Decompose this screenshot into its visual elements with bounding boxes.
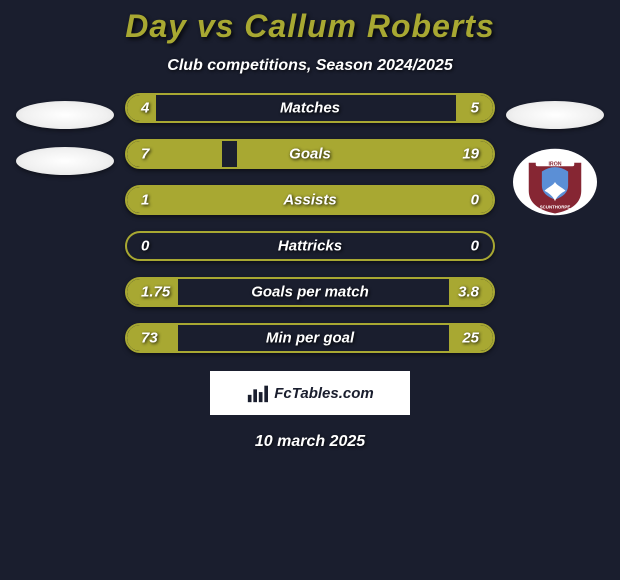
svg-text:SCUNTHORPE: SCUNTHORPE <box>540 204 571 209</box>
stat-bars: Matches 4 5 Goals 7 19 Assists 1 0 Hattricks 0 0 Goa… <box>125 93 495 353</box>
player-photo-placeholder <box>16 101 114 129</box>
stat-label: Goals per match <box>251 284 369 301</box>
player-photo-placeholder <box>506 101 604 129</box>
stat-label: Min per goal <box>266 330 354 347</box>
season-subtitle: Club competitions, Season 2024/2025 <box>167 57 452 75</box>
club-logo-scunthorpe: IRON SCUNTHORPE <box>508 147 602 217</box>
stat-label: Matches <box>280 100 340 117</box>
stat-value-left: 1 <box>141 192 149 209</box>
stat-bar: Hattricks 0 0 <box>125 231 495 261</box>
stat-label: Goals <box>289 146 331 163</box>
left-player-col <box>5 93 125 175</box>
shield-icon: IRON SCUNTHORPE <box>508 147 602 217</box>
stat-value-left: 0 <box>141 238 149 255</box>
stat-bar: Matches 4 5 <box>125 93 495 123</box>
stat-value-left: 73 <box>141 330 158 347</box>
main-row: Matches 4 5 Goals 7 19 Assists 1 0 Hattricks 0 0 Goa… <box>0 93 620 353</box>
svg-text:IRON: IRON <box>548 161 561 167</box>
stat-label: Hattricks <box>278 238 342 255</box>
page-title: Day vs Callum Roberts <box>125 8 495 45</box>
stat-fill-right <box>237 141 493 167</box>
stat-value-right: 5 <box>471 100 479 117</box>
stat-value-right: 3.8 <box>458 284 479 301</box>
stat-value-right: 0 <box>471 192 479 209</box>
stat-label: Assists <box>283 192 336 209</box>
stat-value-right: 25 <box>462 330 479 347</box>
brand-text: FcTables.com <box>274 385 373 402</box>
club-logo-placeholder <box>16 147 114 175</box>
date-text: 10 march 2025 <box>255 433 365 451</box>
stat-value-right: 19 <box>462 146 479 163</box>
stat-value-left: 7 <box>141 146 149 163</box>
stat-value-left: 4 <box>141 100 149 117</box>
brand-badge: FcTables.com <box>210 371 410 415</box>
right-player-col: IRON SCUNTHORPE <box>495 93 615 217</box>
comparison-card: Day vs Callum Roberts Club competitions,… <box>0 0 620 451</box>
stat-bar: Min per goal 73 25 <box>125 323 495 353</box>
bar-chart-icon <box>246 382 268 404</box>
stat-bar: Goals 7 19 <box>125 139 495 169</box>
stat-bar: Goals per match 1.75 3.8 <box>125 277 495 307</box>
stat-value-right: 0 <box>471 238 479 255</box>
stat-bar: Assists 1 0 <box>125 185 495 215</box>
stat-value-left: 1.75 <box>141 284 170 301</box>
